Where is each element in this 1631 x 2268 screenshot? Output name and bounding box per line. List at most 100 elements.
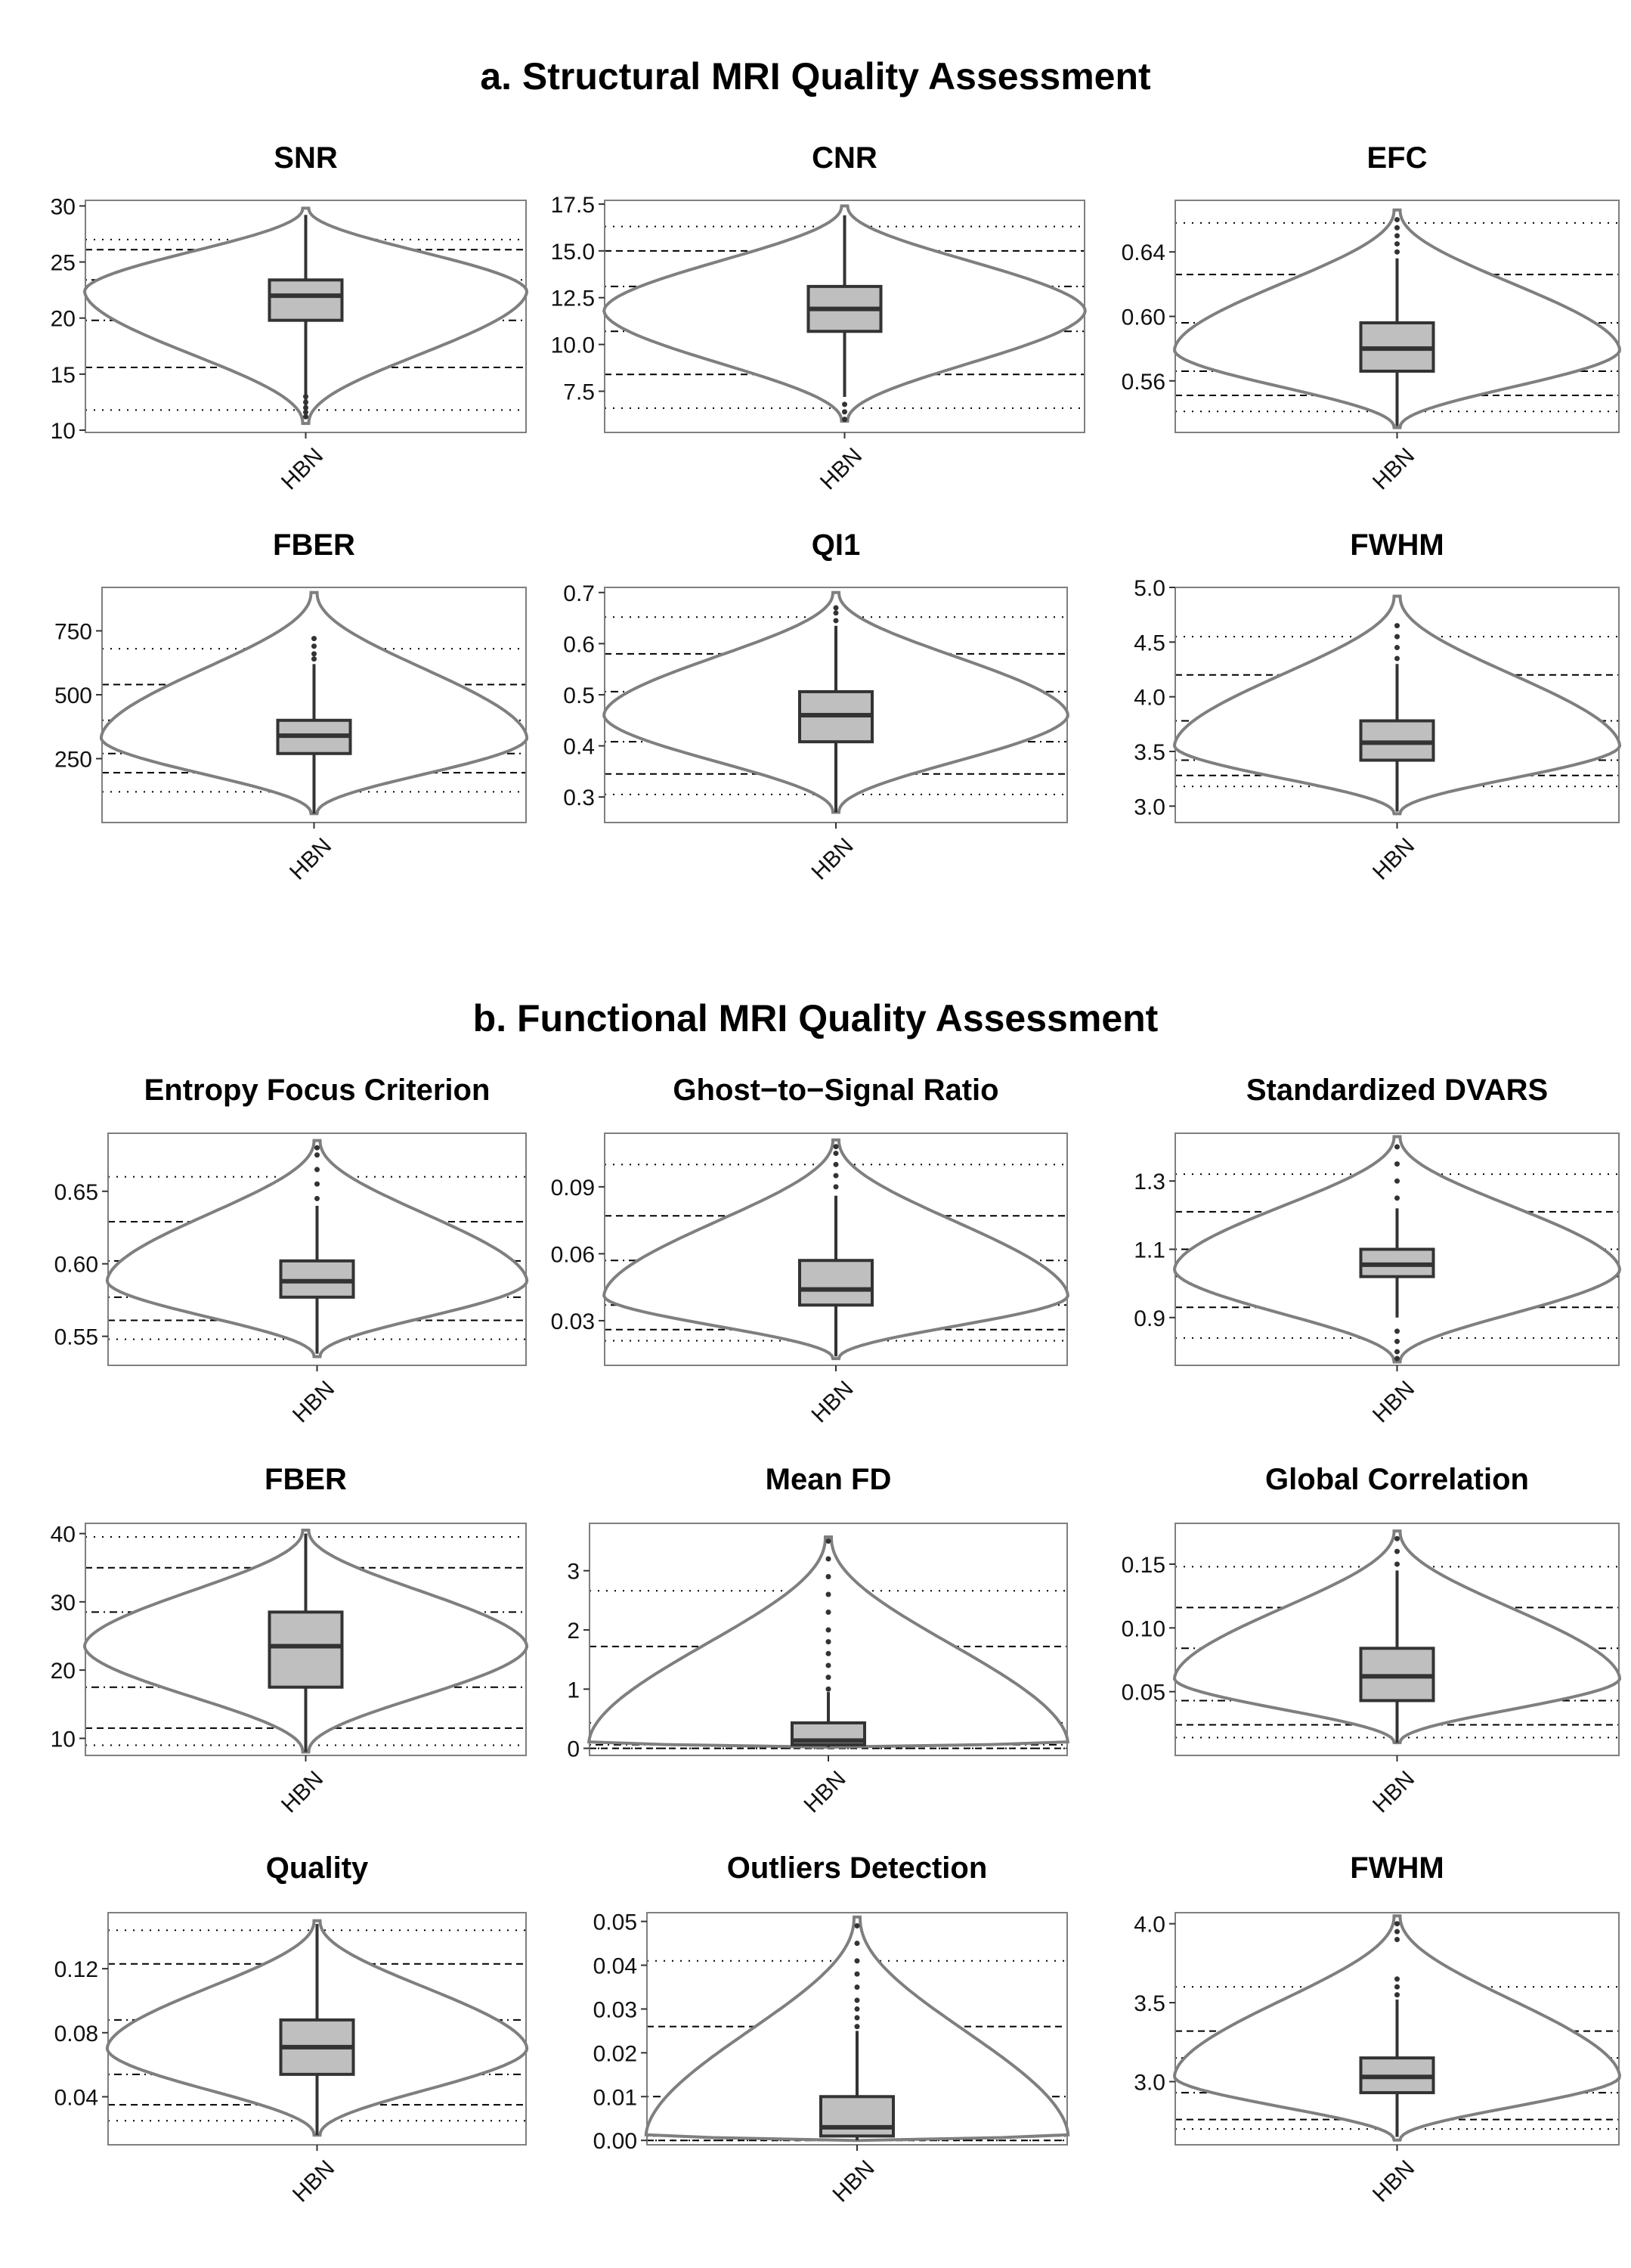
outlier-point (1394, 1992, 1400, 1998)
panel-title: FWHM (1350, 528, 1444, 562)
y-tick-label: 0.04 (593, 1954, 637, 1979)
outlier-point (833, 1144, 839, 1150)
outlier-point (311, 636, 317, 642)
outlier-point (854, 2006, 860, 2012)
outlier-point (854, 1923, 860, 1929)
outlier-point (854, 1958, 860, 1964)
outlier-point (825, 1686, 831, 1692)
outlier-point (1394, 1349, 1400, 1355)
y-tick-label: 0.56 (1122, 370, 1165, 395)
y-tick-label: 3 (567, 1560, 580, 1585)
outlier-point (854, 1984, 860, 1990)
outlier-point (854, 1997, 860, 2003)
outlier-point (842, 401, 847, 407)
panel-title: Standardized DVARS (1246, 1074, 1548, 1107)
x-tick-label: HBN (807, 1376, 859, 1427)
outlier-point (833, 1151, 839, 1157)
outlier-point (1394, 233, 1400, 239)
y-tick-label: 0.10 (1122, 1616, 1165, 1641)
violin-panel: QI1 0.3 0.4 0.5 0.6 0.7 HBN (563, 528, 1069, 885)
outlier-point (825, 1556, 831, 1562)
y-tick-label: 3.0 (1134, 795, 1165, 820)
outlier-point (1394, 1338, 1400, 1344)
outlier-point (825, 1662, 831, 1668)
outlier-point (1394, 1937, 1400, 1943)
y-tick-label: 0.02 (593, 2041, 637, 2066)
outlier-point (1394, 217, 1400, 223)
panel-title: Entropy Focus Criterion (144, 1074, 491, 1107)
y-tick-label: 0.7 (563, 581, 595, 606)
y-tick-label: 15 (51, 363, 76, 388)
y-tick-label: 4.0 (1134, 686, 1165, 711)
outlier-point (825, 1627, 831, 1633)
y-tick-label: 0.15 (1122, 1553, 1165, 1578)
x-tick-label: HBN (828, 2155, 880, 2207)
panel-title: QI1 (812, 528, 860, 562)
y-tick-label: 4.0 (1134, 1913, 1165, 1938)
violin-panel: FBER 10 20 30 40 HBN (51, 1463, 529, 1817)
outlier-point (303, 404, 308, 411)
panel-title: Quality (266, 1851, 369, 1885)
outlier-point (303, 399, 308, 405)
y-tick-label: 0.60 (54, 1253, 98, 1278)
y-tick-label: 0.60 (1122, 305, 1165, 330)
violin-panel: FBER 250 500 750 HBN (54, 528, 529, 885)
iqr-box (798, 1259, 874, 1307)
y-tick-label: 0.08 (54, 2022, 98, 2046)
x-tick-label: HBN (288, 2155, 339, 2207)
panel-title: Global Correlation (1265, 1463, 1529, 1496)
y-tick-label: 0.12 (54, 1957, 98, 1982)
y-tick-label: 20 (51, 307, 76, 332)
y-tick-label: 0.00 (593, 2129, 637, 2154)
y-tick-label: 0.4 (563, 735, 595, 760)
outlier-point (311, 656, 317, 662)
panel-title: FWHM (1350, 1851, 1444, 1885)
outlier-point (1394, 225, 1400, 231)
x-tick-label: HBN (1368, 833, 1419, 885)
y-tick-label: 30 (51, 194, 76, 219)
y-tick-label: 3.5 (1134, 1991, 1165, 2016)
y-tick-label: 0.03 (551, 1309, 595, 1334)
x-tick-label: HBN (807, 833, 859, 885)
section-b-title: b. Functional MRI Quality Assessment (472, 997, 1159, 1040)
panel-title: EFC (1367, 141, 1428, 175)
y-tick-label: 500 (54, 683, 92, 708)
violin-panel: Outliers Detection 0.00 0.01 0.02 0.03 0.04 0.… (593, 1851, 1070, 2207)
outlier-point (825, 1609, 831, 1615)
violin-panel: Global Correlation 0.05 0.10 0.15 HBN (1122, 1463, 1622, 1817)
outlier-point (1394, 1178, 1400, 1184)
outlier-point (314, 1195, 320, 1201)
section-a-title: a. Structural MRI Quality Assessment (480, 55, 1151, 98)
outlier-point (314, 1181, 320, 1187)
y-tick-label: 0.05 (593, 1910, 637, 1935)
y-tick-label: 20 (51, 1659, 76, 1684)
outlier-point (854, 2024, 860, 2030)
y-tick-label: 0 (567, 1737, 580, 1762)
outlier-point (825, 1650, 831, 1656)
outlier-point (825, 1675, 831, 1681)
outlier-point (833, 618, 839, 624)
y-tick-label: 3.5 (1134, 740, 1165, 765)
y-tick-label: 15.0 (551, 240, 595, 265)
outlier-point (1394, 634, 1400, 640)
panel-title: Mean FD (766, 1463, 892, 1496)
outlier-point (833, 1161, 839, 1167)
outlier-point (854, 1971, 860, 1977)
y-tick-label: 0.03 (593, 1997, 637, 2022)
outlier-point (1394, 1561, 1400, 1567)
y-tick-label: 5.0 (1134, 576, 1165, 601)
outlier-point (303, 414, 308, 420)
y-tick-label: 10 (51, 1727, 76, 1752)
outlier-point (1394, 1929, 1400, 1935)
outlier-point (1394, 1548, 1400, 1554)
y-tick-label: 30 (51, 1591, 76, 1616)
outlier-point (303, 409, 308, 415)
outlier-point (833, 605, 839, 611)
y-tick-label: 750 (54, 619, 92, 644)
outlier-point (1394, 1161, 1400, 1167)
y-tick-label: 2 (567, 1619, 580, 1644)
panel-title: CNR (812, 141, 877, 175)
panel-title: Ghost−to−Signal Ratio (673, 1074, 998, 1107)
violin-panel: EFC 0.56 0.60 0.64 HBN (1122, 141, 1621, 494)
